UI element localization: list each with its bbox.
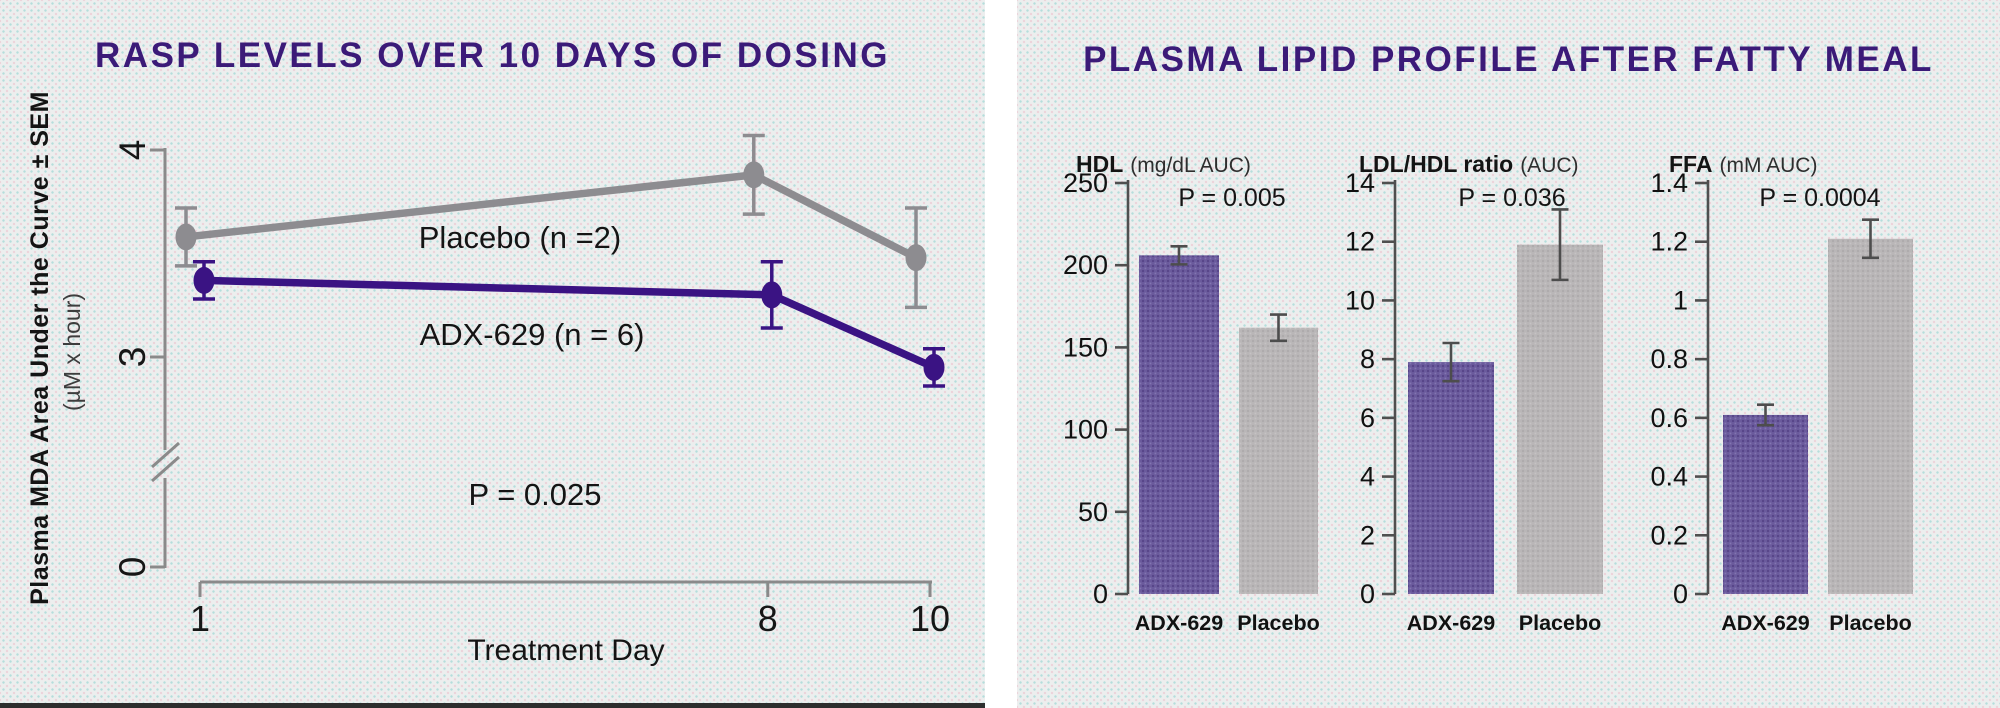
- series-adx-629: [193, 260, 945, 388]
- placebo-series-label: Placebo (n =2): [418, 220, 622, 255]
- svg-text:0.8: 0.8: [1650, 344, 1688, 374]
- svg-text:12: 12: [1345, 227, 1375, 257]
- svg-text:HDL(mg/dL AUC): HDL (mg/dL AUC): [1076, 151, 1251, 177]
- x-axis-label: Treatment Day: [467, 634, 664, 667]
- left-panel-bottom-edge: [0, 703, 985, 708]
- category-label: ADX-629: [1721, 611, 1809, 635]
- svg-text:LDL/HDL ratio(AUC): LDL/HDL ratio (AUC): [1359, 151, 1579, 177]
- svg-text:150: 150: [1063, 332, 1108, 362]
- svg-text:0: 0: [1093, 579, 1108, 609]
- svg-text:200: 200: [1063, 250, 1108, 280]
- bar-adx-629: [1139, 255, 1219, 594]
- svg-text:14: 14: [1345, 168, 1375, 198]
- bar-subplot-ffa: FFA (mM AUC) 0 0.2 0.4 0.6 0.8 1 1.2 1.4 P = 0.000…: [1650, 151, 1913, 635]
- category-label: ADX-629: [1407, 611, 1495, 635]
- adx-series-label: ADX-629 (n = 6): [419, 317, 645, 352]
- line-chart-p-value: P = 0.025: [468, 477, 602, 512]
- svg-text:10: 10: [1345, 285, 1375, 315]
- category-label: Placebo: [1519, 611, 1601, 635]
- line-chart-title: RASP LEVELS OVER 10 DAYS OF DOSING: [95, 36, 890, 75]
- p-value-label: P = 0.036: [1458, 184, 1565, 212]
- x-axis: 1 8 10: [190, 580, 950, 639]
- y-axis-units-label: (µM x hour): [59, 293, 85, 411]
- bar-placebo: [1828, 238, 1913, 594]
- y-axis-label: Plasma MDA Area Under the Curve ± SEM: [26, 91, 54, 605]
- bar-adx-629: [1723, 414, 1808, 594]
- lipid-bar-charts-panel: HDL (mg/dL AUC) 0 50 100 150 200 250 P = 0.005 AD…: [1017, 0, 2000, 708]
- category-label: Placebo: [1829, 611, 1911, 635]
- svg-text:250: 250: [1063, 168, 1108, 198]
- svg-text:0.2: 0.2: [1650, 520, 1688, 550]
- svg-text:0: 0: [1360, 579, 1375, 609]
- svg-text:1: 1: [190, 598, 210, 639]
- y-axis: 4 3 0: [112, 140, 180, 578]
- svg-text:3: 3: [112, 347, 153, 368]
- bar-placebo: [1239, 327, 1318, 594]
- category-label: ADX-629: [1135, 611, 1223, 635]
- svg-text:0: 0: [112, 557, 153, 578]
- svg-text:4: 4: [1360, 462, 1375, 492]
- svg-text:1.2: 1.2: [1650, 227, 1688, 257]
- p-value-label: P = 0.005: [1178, 184, 1285, 212]
- svg-text:50: 50: [1078, 497, 1108, 527]
- bar-adx-629: [1408, 362, 1494, 594]
- svg-text:1: 1: [1673, 285, 1688, 315]
- rasp-line-chart-panel: 4 3 0 Plasma MDA Area Under the Curve ± SEM…: [0, 0, 985, 708]
- bar-subplot-hdl: HDL (mg/dL AUC) 0 50 100 150 200 250 P = 0.005 AD…: [1063, 151, 1320, 635]
- svg-text:0.4: 0.4: [1650, 462, 1688, 492]
- svg-text:2: 2: [1360, 520, 1375, 550]
- svg-text:100: 100: [1063, 415, 1108, 445]
- p-value-label: P = 0.0004: [1759, 184, 1880, 212]
- bar-chart-title: PLASMA LIPID PROFILE AFTER FATTY MEAL: [1083, 40, 1934, 79]
- svg-text:8: 8: [1360, 344, 1375, 374]
- svg-text:0: 0: [1673, 579, 1688, 609]
- series-placebo: [175, 133, 927, 310]
- svg-text:6: 6: [1360, 403, 1375, 433]
- svg-text:FFA(mM AUC): FFA (mM AUC): [1669, 151, 1817, 177]
- svg-text:4: 4: [112, 140, 153, 161]
- category-label: Placebo: [1237, 611, 1319, 635]
- svg-text:0.6: 0.6: [1650, 403, 1688, 433]
- bar-placebo: [1517, 244, 1603, 594]
- bar-subplot-ldl-hdl-ratio: LDL/HDL ratio (AUC) 0 2 4 6 8 10 12 14 P = 0.036 AD…: [1345, 151, 1603, 635]
- svg-text:1.4: 1.4: [1650, 168, 1688, 198]
- svg-text:10: 10: [910, 598, 950, 639]
- svg-text:8: 8: [758, 598, 778, 639]
- rasp-line-chart: 4 3 0 Plasma MDA Area Under the Curve ± SEM…: [26, 91, 950, 667]
